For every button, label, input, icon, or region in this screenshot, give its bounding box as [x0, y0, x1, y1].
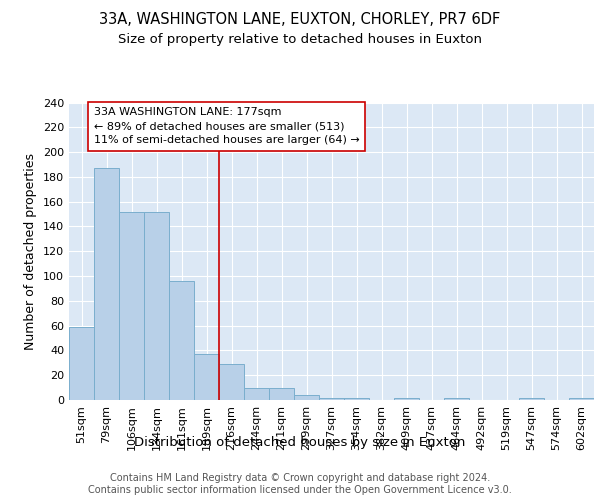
Text: 33A WASHINGTON LANE: 177sqm
← 89% of detached houses are smaller (513)
11% of se: 33A WASHINGTON LANE: 177sqm ← 89% of det… — [94, 108, 360, 146]
Bar — [319, 398, 344, 400]
Text: Distribution of detached houses by size in Euxton: Distribution of detached houses by size … — [134, 436, 466, 449]
Bar — [94, 168, 119, 400]
Bar — [444, 398, 469, 400]
Bar — [294, 395, 319, 400]
Bar — [344, 398, 369, 400]
Bar — [269, 388, 294, 400]
Bar — [569, 398, 594, 400]
Bar — [519, 398, 544, 400]
Bar — [169, 281, 194, 400]
Y-axis label: Number of detached properties: Number of detached properties — [25, 153, 37, 350]
Bar — [119, 212, 144, 400]
Bar — [244, 388, 269, 400]
Text: 33A, WASHINGTON LANE, EUXTON, CHORLEY, PR7 6DF: 33A, WASHINGTON LANE, EUXTON, CHORLEY, P… — [100, 12, 500, 28]
Bar — [194, 354, 219, 400]
Bar — [144, 212, 169, 400]
Bar — [394, 398, 419, 400]
Bar — [219, 364, 244, 400]
Bar — [69, 327, 94, 400]
Text: Size of property relative to detached houses in Euxton: Size of property relative to detached ho… — [118, 32, 482, 46]
Text: Contains HM Land Registry data © Crown copyright and database right 2024.
Contai: Contains HM Land Registry data © Crown c… — [88, 474, 512, 495]
